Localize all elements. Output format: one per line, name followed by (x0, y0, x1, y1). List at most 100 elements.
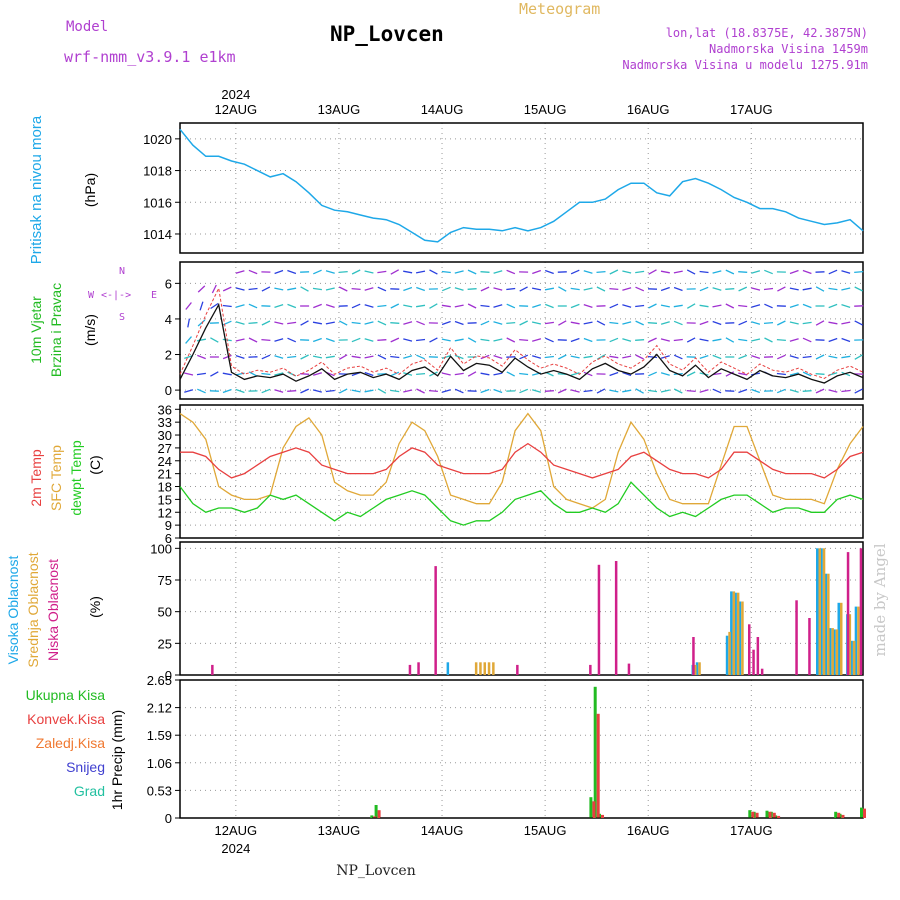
wind-direction-arrow (609, 371, 619, 377)
wind-ytick-label: 0 (165, 383, 172, 398)
wind-direction-arrow (789, 269, 799, 275)
wind-direction-arrow (583, 389, 593, 393)
wind-direction-arrow (351, 287, 361, 291)
wind-direction-arrow (776, 388, 786, 394)
wind-direction-arrow (351, 303, 361, 309)
wind-frame (179, 261, 864, 400)
wind-direction-arrow (403, 321, 413, 325)
cloud-bar (854, 606, 858, 675)
wind-direction-arrow (235, 304, 245, 308)
top-day-label: 12AUG (215, 102, 258, 117)
precip-bar (834, 811, 838, 818)
cloud-bar (492, 662, 495, 675)
precip-legend-item: Zaledj.Kisa (36, 735, 105, 751)
wind-direction-arrow (609, 337, 619, 343)
wind-ytick-label: 2 (165, 348, 172, 363)
precip-bar (863, 808, 866, 818)
wind-direction-arrow (841, 303, 851, 309)
wind-direction-arrow (454, 372, 464, 376)
wind-direction-arrow (544, 355, 554, 359)
model-label: Model (66, 19, 109, 35)
wind-direction-arrow (828, 287, 838, 291)
wind-direction-arrow (519, 388, 529, 394)
temperature-ytick-label: 30 (158, 428, 172, 443)
wind-direction-arrow (725, 303, 735, 309)
wind-direction-arrow (660, 270, 670, 274)
precip-bar (751, 811, 755, 818)
wind-direction-arrow (841, 321, 851, 325)
wind-direction-arrow (235, 338, 245, 342)
wind-direction-arrow (725, 337, 735, 343)
wind-direction-arrow (441, 338, 451, 342)
cloud-bar (695, 662, 699, 675)
cloud-bar (827, 573, 830, 675)
wind-direction-arrow (763, 321, 774, 325)
wind-direction-arrow (467, 269, 477, 275)
cloud-bar (692, 637, 695, 675)
cloud-bar (833, 629, 836, 675)
cloud-bar (831, 628, 834, 675)
wind-direction-arrow (622, 389, 632, 393)
wind-direction-arrow (712, 270, 722, 274)
wind-direction-arrow (570, 303, 580, 309)
wind-direction-arrow (648, 303, 657, 309)
wind-direction-arrow (635, 339, 645, 341)
wind-direction-arrow (222, 286, 232, 292)
wind-direction-arrow (802, 303, 812, 309)
wind-direction-arrow (544, 321, 554, 325)
lonlat-text: lon,lat (18.8375E, 42.3875N) (665, 26, 868, 40)
wind-direction-arrow (635, 320, 644, 326)
wind-direction-arrow (789, 303, 799, 309)
wind-direction-arrow (648, 389, 658, 393)
wind-unit: (m/s) (82, 314, 98, 346)
wind-direction-arrow (532, 389, 541, 393)
wind-direction-arrow (312, 337, 322, 343)
temp-ylabel-2m: 2m Temp (28, 449, 44, 507)
wind-direction-arrow (210, 302, 219, 310)
wind-direction-arrow (441, 354, 451, 360)
wind-direction-arrow (493, 270, 503, 274)
wind-direction-arrow (841, 287, 851, 291)
wind-direction-arrow (429, 303, 438, 309)
wind-direction-arrow (196, 372, 206, 376)
wind-direction-arrow (300, 286, 309, 292)
wind-direction-arrow (596, 354, 606, 360)
wind-direction-arrow (403, 389, 413, 393)
precip-bar (601, 814, 604, 818)
wind-direction-arrow (197, 285, 206, 293)
wind-direction-arrow (184, 389, 194, 393)
compass-arrows: <-|-> (101, 290, 131, 301)
wind-direction-arrow (454, 270, 464, 274)
wind-direction-arrow (210, 337, 219, 343)
wind-direction-arrow (235, 388, 245, 394)
wind-direction-arrow (635, 304, 645, 308)
wind-direction-arrow (325, 287, 335, 291)
wind-direction-arrow (403, 286, 413, 292)
wind-direction-arrow (313, 269, 322, 275)
wind-direction-arrow (854, 354, 863, 360)
precip-bar (593, 686, 597, 818)
wind-ytick-label: 4 (165, 312, 172, 327)
top-day-label: 16AUG (627, 102, 670, 117)
wind-direction-arrow (312, 389, 322, 393)
cloud-bar (741, 601, 744, 675)
wind-direction-arrow (186, 268, 191, 275)
precip-legend-item: Ukupna Kisa (26, 687, 106, 703)
wind-direction-arrow (364, 371, 374, 377)
cloud-bar (760, 668, 764, 675)
compass-e: E (151, 290, 157, 301)
pressure-line (179, 128, 864, 243)
cloud-ytick-label: 0 (165, 668, 172, 683)
wind-direction-arrow (725, 269, 735, 275)
wind-direction-arrow (583, 337, 593, 343)
wind-direction-arrow (519, 354, 529, 360)
wind-direction-arrow (751, 270, 761, 274)
wind-direction-arrow (738, 304, 748, 308)
wind-direction-arrow (751, 304, 761, 308)
wind-direction-arrow (377, 388, 387, 394)
cloud-bar (850, 640, 853, 675)
cloud-bar (846, 552, 850, 675)
wind-direction-arrow (467, 288, 477, 290)
wind-direction-arrow (287, 269, 297, 275)
cloud-bar (828, 628, 832, 675)
